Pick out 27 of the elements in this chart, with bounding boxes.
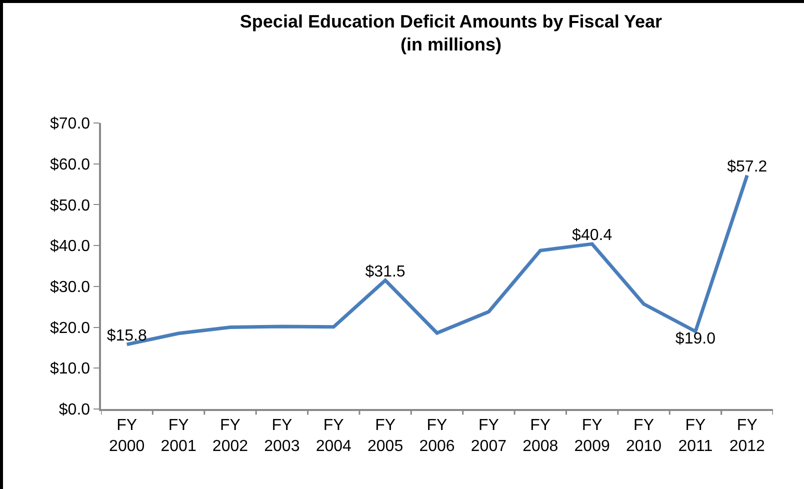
data-label: $19.0: [675, 330, 716, 348]
y-tick-label: $60.0: [50, 156, 90, 174]
y-tick-label: $0.0: [58, 402, 90, 419]
x-tick-label: FY 2010: [626, 416, 662, 455]
y-tick-label: $30.0: [50, 279, 90, 296]
x-tick-label: FY 2012: [729, 416, 766, 455]
data-label: $57.2: [727, 158, 768, 176]
x-tick-label: FY 2009: [574, 416, 610, 455]
y-tick-label: $20.0: [50, 320, 90, 337]
x-tick-label: FY 2003: [264, 416, 300, 455]
x-tick-label: FY 2004: [316, 416, 352, 455]
x-tick-label: FY 2011: [678, 416, 713, 455]
x-tick-label: FY 2001: [160, 416, 196, 455]
x-tick-label: FY 2006: [419, 416, 455, 455]
x-tick-label: FY 2008: [522, 416, 558, 455]
chart-title: Special Education Deficit Amounts by Fiscal Year (in millions): [240, 11, 662, 55]
x-tick-label: FY 2007: [470, 416, 507, 455]
data-label: $15.8: [106, 327, 147, 344]
x-tick-label: FY 2002: [212, 416, 248, 455]
y-tick-label: $10.0: [50, 360, 90, 378]
x-tick-label: FY 2005: [368, 416, 404, 455]
data-label: $40.4: [572, 226, 612, 244]
y-tick-label: $50.0: [50, 197, 90, 214]
y-tick-label: $40.0: [50, 238, 90, 256]
data-label: $31.5: [365, 263, 406, 280]
x-tick-label: FY 2000: [109, 416, 145, 455]
y-tick-label: $70.0: [50, 116, 90, 133]
